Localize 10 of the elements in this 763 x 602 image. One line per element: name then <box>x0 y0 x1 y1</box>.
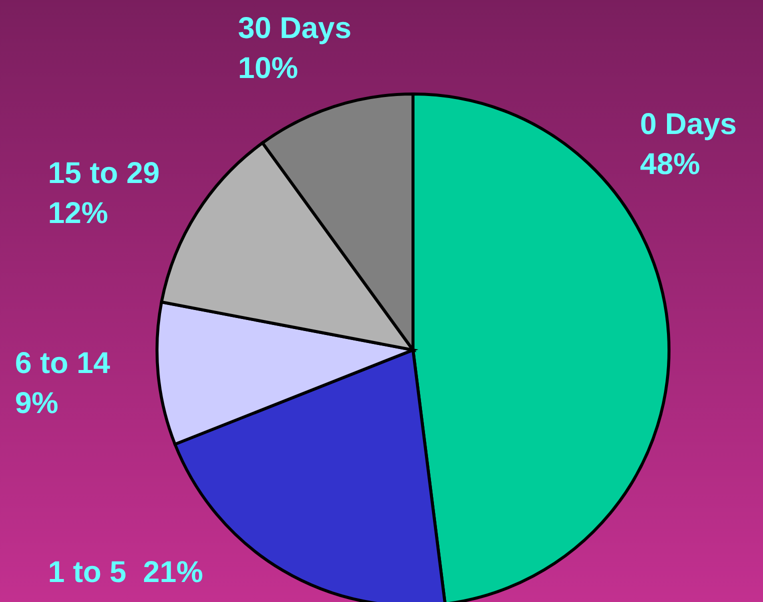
data-label: 12% <box>48 197 108 230</box>
slice-label: 30 Days <box>238 12 352 45</box>
data-label: 9% <box>15 387 58 420</box>
data-label: 10% <box>238 52 298 85</box>
slice-label: 15 to 29 <box>48 157 160 190</box>
slice-label: 0 Days <box>640 108 737 141</box>
data-label: 21% <box>143 556 204 589</box>
slice-label: 1 to 5 <box>48 556 126 589</box>
slice-label: 6 to 14 <box>15 347 110 380</box>
data-label: 48% <box>640 148 700 181</box>
